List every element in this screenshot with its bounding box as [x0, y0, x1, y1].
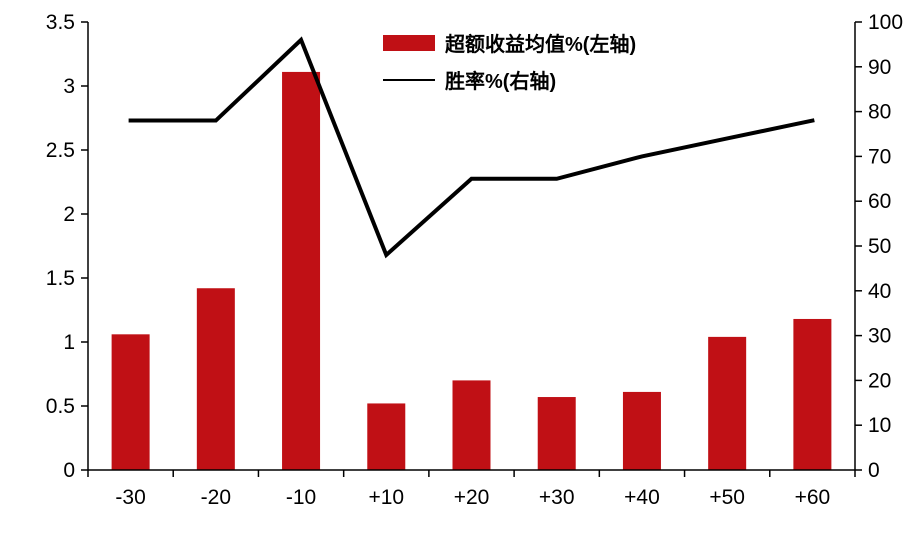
- left-axis-tick-label: 3.5: [46, 11, 75, 34]
- right-axis-tick-label: 70: [868, 145, 891, 168]
- x-axis-tick-label: +20: [454, 486, 490, 509]
- bar-+50: [708, 336, 747, 470]
- right-axis-tick-label: 30: [868, 325, 891, 348]
- x-axis-tick-label: -20: [201, 486, 231, 509]
- left-axis-tick-label: 0.5: [46, 395, 75, 418]
- x-axis-tick-label: +40: [624, 486, 660, 509]
- right-axis-tick-label: 60: [868, 190, 891, 213]
- right-axis-tick-label: 0: [868, 459, 880, 482]
- bar-+30: [537, 397, 576, 470]
- right-axis-tick-label: 90: [868, 56, 891, 79]
- x-axis-tick-label: +10: [368, 486, 404, 509]
- x-axis-tick-label: -30: [115, 486, 145, 509]
- bar-+10: [367, 403, 406, 470]
- left-axis-tick-label: 2: [63, 203, 75, 226]
- bar--30: [111, 334, 150, 470]
- legend-item-bar-series: 超额收益均值%(左轴): [383, 28, 636, 57]
- chart-legend: 超额收益均值%(左轴) 胜率%(右轴): [383, 28, 636, 94]
- bar--10: [282, 71, 321, 471]
- x-axis-tick-label: +60: [795, 486, 831, 509]
- right-axis-tick-label: 50: [868, 235, 891, 258]
- x-axis-tick-label: +50: [709, 486, 745, 509]
- legend-label-bar-series: 超额收益均值%(左轴): [445, 34, 637, 56]
- right-axis-tick-label: 40: [868, 280, 891, 303]
- line-series-swatch-icon: [383, 78, 435, 81]
- right-axis-tick-label: 100: [868, 11, 903, 34]
- x-axis-tick-label: -10: [286, 486, 316, 509]
- left-axis-tick-label: 0: [63, 459, 75, 482]
- left-axis-tick-label: 3: [63, 75, 75, 98]
- bar-+20: [452, 380, 491, 470]
- right-axis-tick-label: 20: [868, 369, 891, 392]
- left-axis-tick-label: 1: [63, 331, 75, 354]
- left-axis-tick-label: 2.5: [46, 139, 75, 162]
- bar--20: [196, 288, 235, 470]
- x-axis-tick-label: +30: [539, 486, 575, 509]
- left-axis-tick-label: 1.5: [46, 267, 75, 290]
- win-rate-line: [128, 36, 815, 259]
- legend-label-line-series: 胜率%(右轴): [445, 71, 557, 93]
- right-axis-tick-label: 80: [868, 101, 891, 124]
- legend-item-line-series: 胜率%(右轴): [383, 65, 636, 94]
- bar-series-swatch-icon: [383, 34, 435, 51]
- bar-+60: [793, 318, 832, 470]
- bar-+40: [622, 391, 661, 470]
- right-axis-tick-label: 10: [868, 414, 891, 437]
